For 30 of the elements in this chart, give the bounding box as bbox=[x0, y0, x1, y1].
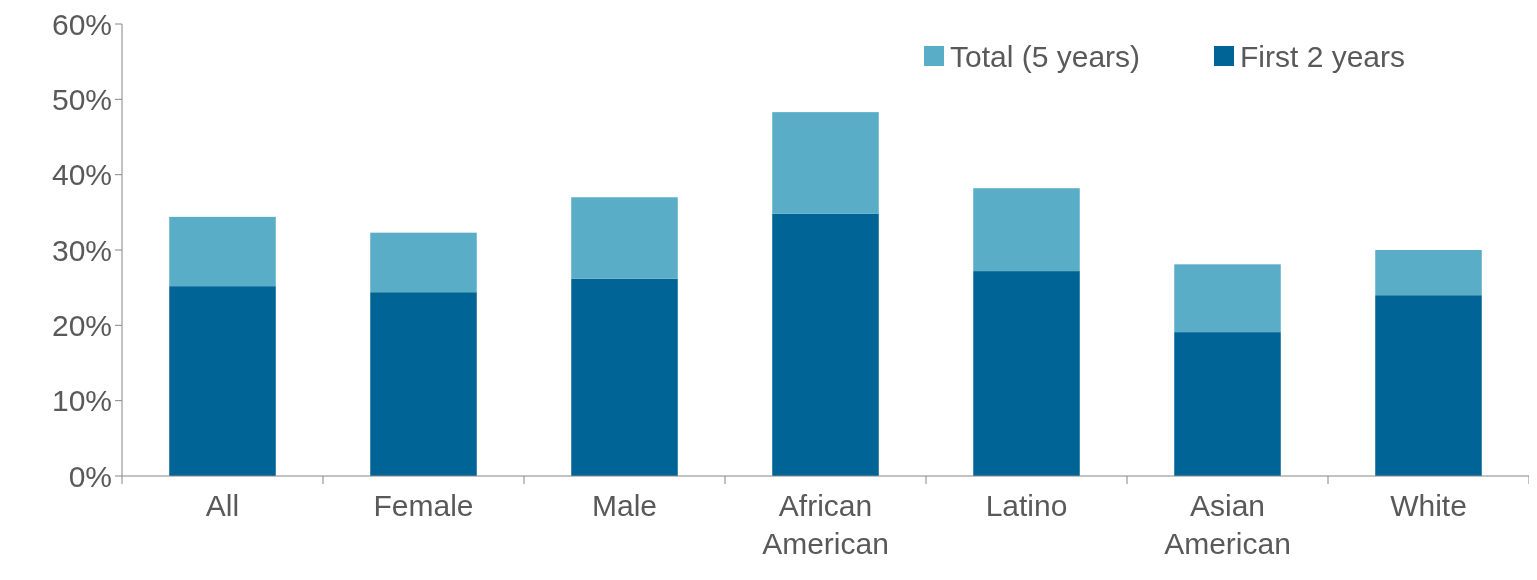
bar bbox=[370, 232, 477, 293]
x-tick-label: Asian American bbox=[1164, 489, 1291, 560]
bar bbox=[1375, 295, 1482, 476]
bar bbox=[772, 112, 879, 214]
x-tick-label: Female bbox=[373, 489, 474, 522]
legend-label: First 2 years bbox=[1240, 39, 1406, 73]
x-tick-label: White bbox=[1390, 489, 1467, 522]
bar bbox=[370, 292, 477, 476]
x-tick-label: Male bbox=[591, 489, 658, 522]
bar bbox=[571, 278, 678, 476]
legend-label: Total (5 years) bbox=[950, 39, 1141, 73]
y-tick-label: 60% bbox=[51, 7, 112, 41]
bar bbox=[169, 286, 276, 476]
x-tick-label: Latino bbox=[985, 489, 1068, 522]
y-tick-label: 0% bbox=[68, 459, 112, 493]
y-tick-label: 50% bbox=[51, 82, 112, 116]
y-tick-label: 40% bbox=[51, 158, 112, 192]
y-tick-label: 20% bbox=[51, 308, 112, 342]
bar bbox=[571, 197, 678, 279]
bar bbox=[973, 271, 1080, 476]
bar bbox=[1375, 250, 1482, 296]
y-tick-label: 10% bbox=[51, 384, 112, 418]
bar bbox=[169, 216, 276, 287]
bar bbox=[1174, 332, 1281, 476]
bar bbox=[772, 213, 879, 476]
x-tick-label: African American bbox=[762, 489, 889, 560]
y-tick-label: 30% bbox=[51, 233, 112, 267]
bar bbox=[973, 188, 1080, 272]
x-tick-label: All bbox=[205, 489, 240, 522]
bar bbox=[1174, 264, 1281, 333]
